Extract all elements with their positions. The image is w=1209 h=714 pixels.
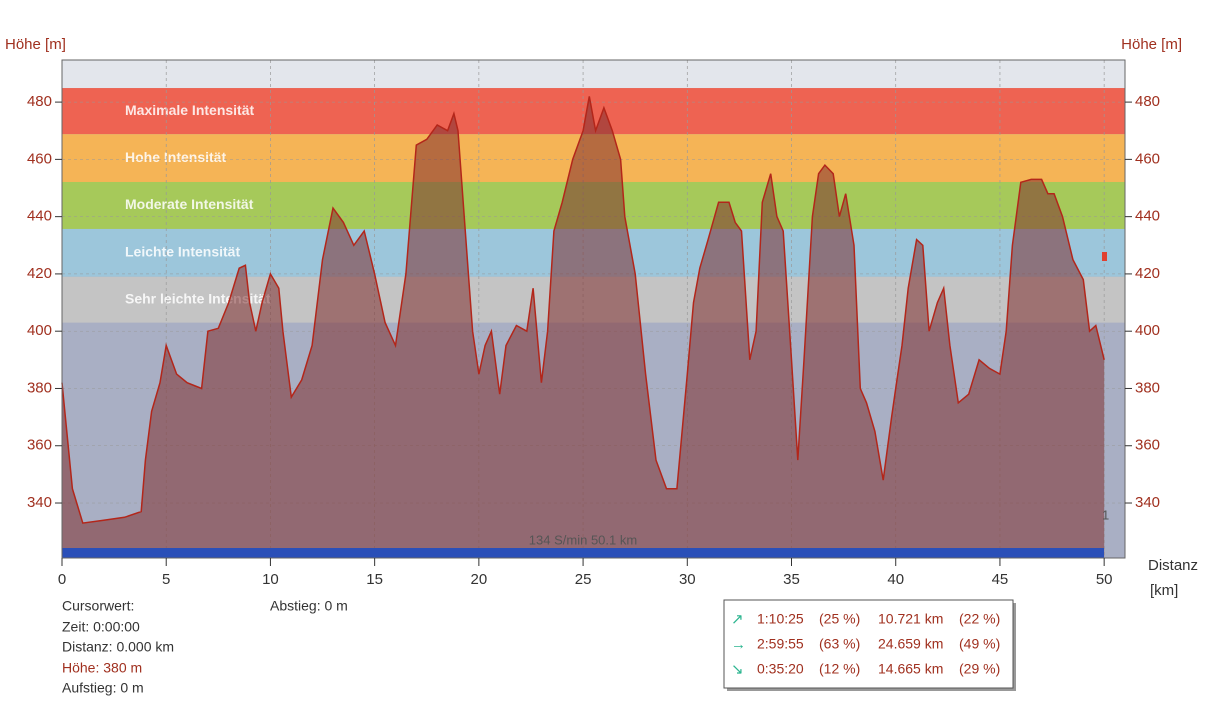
y-tick-label: 420 [27, 265, 52, 282]
y-tick-label: 480 [27, 93, 52, 110]
summary-cell: (63 %) [819, 636, 860, 652]
zone-label: Moderate Intensität [125, 196, 254, 212]
profile-line [61, 96, 1105, 524]
y2-tick-label: 480 [1135, 93, 1160, 110]
summary-cell: 14.665 km [878, 661, 943, 677]
plot-top [62, 60, 1125, 88]
summary-cell: 1:10:25 [757, 611, 804, 627]
x-tick-label: 0 [58, 571, 66, 588]
x-tick-label: 35 [783, 571, 800, 588]
x-tick-label: 20 [471, 571, 488, 588]
x-tick-label: 40 [887, 571, 904, 588]
y-tick-label: 380 [27, 379, 52, 396]
y-tick-label: 340 [27, 494, 52, 511]
y-axis-label: Höhe [m] [5, 36, 66, 53]
x-tick-label: 10 [262, 571, 279, 588]
y2-tick-label: 340 [1135, 494, 1160, 511]
summary-cell: 10.721 km [878, 611, 943, 627]
icon-down: ↘ [731, 661, 744, 678]
profile [61, 96, 1105, 559]
x-axis-label: Distanz [1148, 557, 1198, 574]
y2-tick-label: 380 [1135, 379, 1160, 396]
axes: 0 5 10 15 20 25 30 35 40 45 50 340 360 380 400 420 440 46… [27, 93, 1160, 588]
x-tick-label: 5 [162, 571, 170, 588]
cursor-panel: Cursorwert: Zeit: 0:00:00 Distanz: 0.000… [62, 598, 348, 696]
marker [1102, 252, 1107, 261]
y2-axis-label: Höhe [m] [1121, 36, 1182, 53]
summary-cell: 0:35:20 [757, 661, 804, 677]
y2-tick-label: 360 [1135, 437, 1160, 454]
cursor-descent: Abstieg: 0 m [270, 598, 348, 614]
plot-border [61, 59, 1126, 559]
x-tick-label: 15 [366, 571, 383, 588]
cursor-line: Zeit: 0:00:00 [62, 619, 140, 635]
icon-flat: → [731, 636, 746, 653]
cursor-title: Cursorwert: [62, 598, 134, 614]
annotation: 1 [1102, 507, 1109, 522]
y2-tick-label: 420 [1135, 265, 1160, 282]
cursor-line: Aufstieg: 0 m [62, 680, 144, 696]
y2-tick-label: 440 [1135, 208, 1160, 225]
zone-label: Leichte Intensität [125, 244, 240, 260]
y2-tick-label: 400 [1135, 322, 1160, 339]
x-tick-label: 25 [575, 571, 592, 588]
activity-bar [62, 548, 1104, 558]
y-tick-label: 440 [27, 208, 52, 225]
summary-cell: 24.659 km [878, 636, 943, 652]
summary-cell: (29 %) [959, 661, 1000, 677]
x-tick-label: 45 [992, 571, 1009, 588]
zone-label: Hohe Intensität [125, 149, 226, 165]
cursor-line: Höhe: 380 m [62, 660, 142, 676]
summary-cell: (49 %) [959, 636, 1000, 652]
summary-cell: (12 %) [819, 661, 860, 677]
y-tick-label: 360 [27, 437, 52, 454]
cursor-line: Distanz: 0.000 km [62, 639, 174, 655]
summary-cell: (25 %) [819, 611, 860, 627]
y-tick-label: 460 [27, 150, 52, 167]
summary-rows: 1:10:25 (25 %) 10.721 km (22 %) 2:59:55 (63 %… [757, 611, 1000, 677]
x-axis-unit: [km] [1150, 582, 1178, 599]
profile-area [62, 96, 1105, 559]
x-tick-label: 30 [679, 571, 696, 588]
summary-cell: (22 %) [959, 611, 1000, 627]
summary-cell: 2:59:55 [757, 636, 804, 652]
table-box [723, 599, 1014, 689]
summary-table: ↗ → ↘ 1:10:25 (25 %) 10.721 km (22 %) 2:59:5… [723, 599, 1016, 691]
annotation: 134 S/min 50.1 km [529, 532, 637, 547]
x-tick-label: 50 [1096, 571, 1113, 588]
icon-up: ↗ [731, 611, 744, 628]
zone-label: Maximale Intensität [125, 102, 254, 118]
y2-tick-label: 460 [1135, 150, 1160, 167]
y-tick-label: 400 [27, 322, 52, 339]
